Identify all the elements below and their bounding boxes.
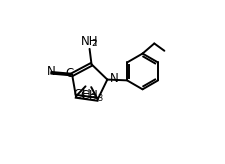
Text: CH$_3$: CH$_3$ (80, 88, 104, 103)
Text: 2: 2 (92, 39, 97, 48)
Text: C: C (65, 67, 73, 80)
Text: CH$_3$: CH$_3$ (73, 88, 97, 103)
Text: NH: NH (81, 35, 98, 48)
Text: N: N (110, 72, 119, 85)
Text: N: N (47, 65, 56, 78)
